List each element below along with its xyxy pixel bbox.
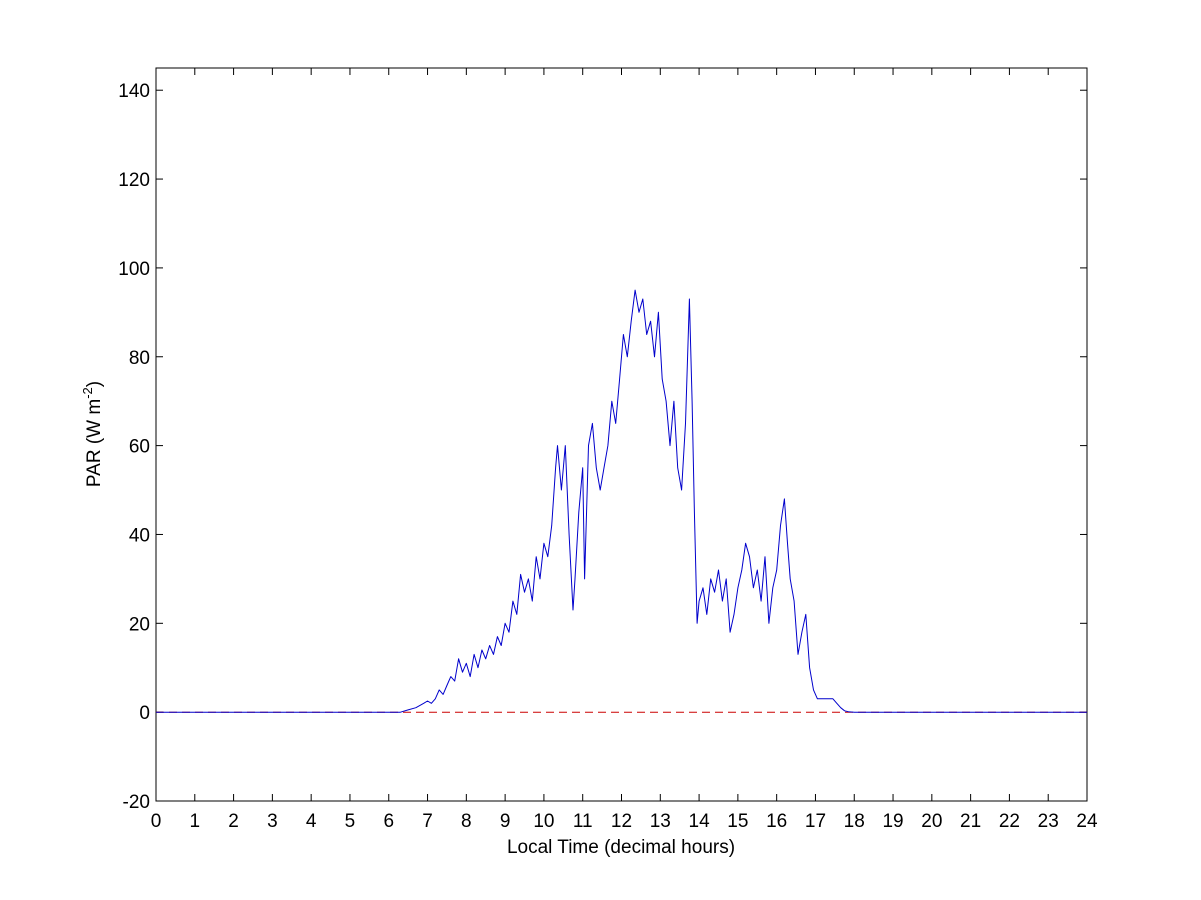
x-tick-label: 2 bbox=[228, 811, 239, 832]
x-tick-label: 23 bbox=[1038, 811, 1059, 832]
x-tick-label: 10 bbox=[533, 811, 554, 832]
y-axis-label-superscript: -2 bbox=[80, 387, 95, 399]
x-tick-label: 18 bbox=[844, 811, 865, 832]
x-tick-label: 22 bbox=[999, 811, 1020, 832]
series-group bbox=[156, 289, 1087, 713]
x-tick-label: 4 bbox=[306, 811, 317, 832]
x-tick-label: 24 bbox=[1076, 811, 1098, 832]
x-tick-label: 17 bbox=[805, 811, 826, 832]
y-tick-label: 100 bbox=[118, 259, 150, 280]
x-tick-label: 5 bbox=[345, 811, 356, 832]
x-tick-label: 8 bbox=[461, 811, 472, 832]
x-tick-label: 3 bbox=[267, 811, 278, 832]
x-tick-label: 21 bbox=[960, 811, 981, 832]
x-tick-label: 0 bbox=[151, 811, 162, 832]
y-tick-label: 140 bbox=[118, 81, 150, 102]
y-tick-label: -20 bbox=[123, 792, 150, 813]
y-tick-label: 60 bbox=[129, 437, 150, 458]
x-tick-label: 7 bbox=[422, 811, 433, 832]
y-axis-label-suffix: ) bbox=[84, 381, 105, 387]
x-tick-label: 13 bbox=[650, 811, 671, 832]
axis-tick-labels: 0 1 2 3 4 5 6 7 8 9 10 11 12 13 14 15 16 17 18 19 20 21 22 23 24… bbox=[118, 81, 1098, 832]
plot-area bbox=[155, 67, 1088, 802]
axis-ticks bbox=[155, 68, 1088, 802]
y-axis-label-prefix: PAR (W m bbox=[84, 399, 105, 487]
y-tick-label: 40 bbox=[129, 525, 150, 546]
y-tick-label: 20 bbox=[129, 614, 150, 635]
y-tick-label: 0 bbox=[139, 703, 150, 724]
x-tick-label: 11 bbox=[573, 811, 593, 832]
x-tick-label: 16 bbox=[766, 811, 787, 832]
x-tick-label: 9 bbox=[500, 811, 511, 832]
x-tick-label: 1 bbox=[190, 811, 201, 832]
x-tick-label: 19 bbox=[882, 811, 903, 832]
x-tick-label: 6 bbox=[383, 811, 394, 832]
par-series-line bbox=[156, 289, 1087, 713]
x-tick-label: 15 bbox=[727, 811, 748, 832]
x-tick-label: 14 bbox=[689, 811, 711, 832]
x-tick-label: 20 bbox=[921, 811, 942, 832]
y-tick-label: 120 bbox=[118, 170, 150, 191]
x-tick-label: 12 bbox=[611, 811, 632, 832]
y-axis-label: PAR (W m-2) bbox=[80, 381, 105, 487]
x-axis-label: Local Time (decimal hours) bbox=[507, 837, 735, 858]
y-tick-label: 80 bbox=[129, 348, 150, 369]
